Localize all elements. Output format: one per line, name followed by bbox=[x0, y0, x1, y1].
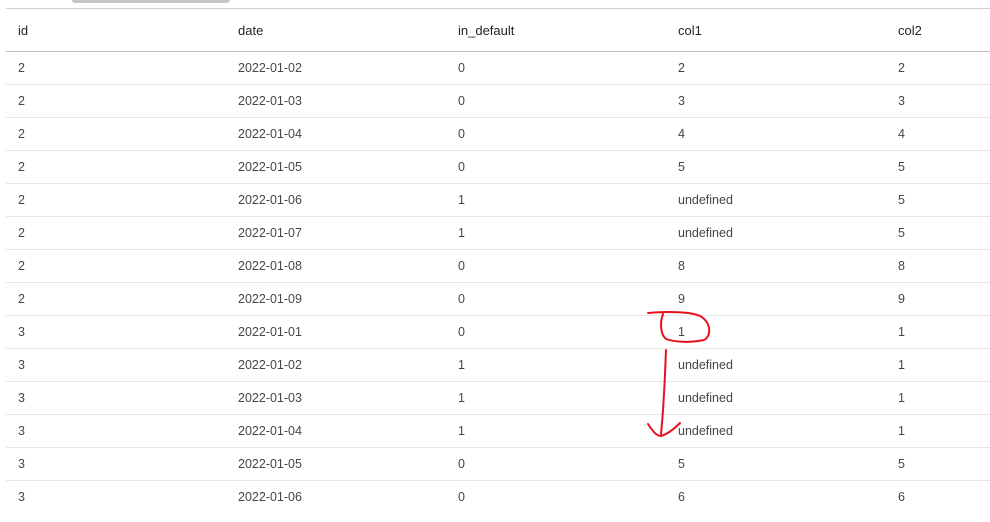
column-header-col2[interactable]: col2 bbox=[886, 9, 990, 52]
cell-col2: 1 bbox=[886, 414, 990, 448]
cell-col2: 1 bbox=[886, 381, 990, 415]
cell-col2: 1 bbox=[886, 348, 990, 382]
cell-id: 3 bbox=[6, 447, 226, 481]
table-top-border bbox=[6, 8, 990, 9]
table-row: 3 2022-01-06 0 6 6 bbox=[6, 481, 990, 514]
cell-col2: 2 bbox=[886, 51, 990, 85]
table-row: 3 2022-01-05 0 5 5 bbox=[6, 447, 990, 481]
table-row: 2 2022-01-08 0 8 8 bbox=[6, 249, 990, 283]
cell-id: 2 bbox=[6, 117, 226, 151]
column-header-id[interactable]: id bbox=[6, 9, 226, 52]
cell-id: 2 bbox=[6, 84, 226, 118]
cell-col2: 5 bbox=[886, 216, 990, 250]
cell-id: 3 bbox=[6, 414, 226, 448]
cell-date: 2022-01-02 bbox=[226, 348, 446, 382]
table-header-row: id date in_default col1 col2 bbox=[6, 9, 990, 52]
cell-id: 3 bbox=[6, 348, 226, 382]
table-row: 3 2022-01-01 0 1 1 bbox=[6, 315, 990, 349]
cell-col1: undefined bbox=[666, 183, 886, 217]
table-row: 2 2022-01-02 0 2 2 bbox=[6, 51, 990, 85]
cell-date: 2022-01-08 bbox=[226, 249, 446, 283]
cell-in-default: 1 bbox=[446, 381, 666, 415]
cell-in-default: 0 bbox=[446, 150, 666, 184]
cell-date: 2022-01-09 bbox=[226, 282, 446, 316]
cell-col1: undefined bbox=[666, 414, 886, 448]
cell-col1: 8 bbox=[666, 249, 886, 283]
cell-id: 3 bbox=[6, 381, 226, 415]
cell-col2: 5 bbox=[886, 150, 990, 184]
cell-date: 2022-01-05 bbox=[226, 447, 446, 481]
cell-col1: undefined bbox=[666, 216, 886, 250]
table-row: 2 2022-01-07 1 undefined 5 bbox=[6, 216, 990, 250]
table-row: 3 2022-01-04 1 undefined 1 bbox=[6, 414, 990, 448]
cell-id: 2 bbox=[6, 282, 226, 316]
cell-col1: 9 bbox=[666, 282, 886, 316]
cell-col2: 5 bbox=[886, 183, 990, 217]
cell-in-default: 0 bbox=[458, 490, 465, 504]
cell-in-default: 1 bbox=[446, 414, 666, 448]
cell-col1: 2 bbox=[666, 51, 886, 85]
table-row: 3 2022-01-02 1 undefined 1 bbox=[6, 348, 990, 382]
cell-col1: undefined bbox=[666, 348, 886, 382]
results-table: id date in_default col1 col2 2 2022-01-0… bbox=[6, 9, 990, 513]
cell-date: 2022-01-07 bbox=[226, 216, 446, 250]
cell-date: 2022-01-03 bbox=[226, 381, 446, 415]
cell-col1: 1 bbox=[666, 315, 886, 349]
column-header-col1[interactable]: col1 bbox=[666, 9, 886, 52]
cell-date: 2022-01-02 bbox=[226, 51, 446, 85]
cell-in-default: 1 bbox=[446, 183, 666, 217]
cell-col2: 6 bbox=[898, 490, 905, 504]
cell-col1: undefined bbox=[666, 381, 886, 415]
cell-id: 2 bbox=[6, 249, 226, 283]
cell-id: 2 bbox=[6, 183, 226, 217]
table-row: 2 2022-01-05 0 5 5 bbox=[6, 150, 990, 184]
cell-col2: 8 bbox=[886, 249, 990, 283]
cell-date: 2022-01-06 bbox=[238, 490, 302, 504]
cell-col1: 5 bbox=[666, 150, 886, 184]
cell-col1: 4 bbox=[666, 117, 886, 151]
table-row: 2 2022-01-09 0 9 9 bbox=[6, 282, 990, 316]
cell-date: 2022-01-04 bbox=[226, 414, 446, 448]
cell-in-default: 0 bbox=[446, 117, 666, 151]
cell-id: 2 bbox=[6, 51, 226, 85]
cell-id: 3 bbox=[18, 490, 25, 504]
cell-col2: 9 bbox=[886, 282, 990, 316]
cell-in-default: 0 bbox=[446, 315, 666, 349]
cell-col1: 5 bbox=[666, 447, 886, 481]
cell-in-default: 1 bbox=[446, 348, 666, 382]
cell-col2: 3 bbox=[886, 84, 990, 118]
cell-id: 3 bbox=[6, 315, 226, 349]
cell-col1: 6 bbox=[678, 490, 685, 504]
table-row: 2 2022-01-06 1 undefined 5 bbox=[6, 183, 990, 217]
cell-in-default: 1 bbox=[446, 216, 666, 250]
cell-in-default: 0 bbox=[446, 447, 666, 481]
cell-date: 2022-01-04 bbox=[226, 117, 446, 151]
table-row: 2 2022-01-03 0 3 3 bbox=[6, 84, 990, 118]
cell-id: 2 bbox=[6, 216, 226, 250]
cell-col2: 4 bbox=[886, 117, 990, 151]
cell-date: 2022-01-01 bbox=[226, 315, 446, 349]
cell-id: 2 bbox=[6, 150, 226, 184]
table-row: 3 2022-01-03 1 undefined 1 bbox=[6, 381, 990, 415]
cell-in-default: 0 bbox=[446, 84, 666, 118]
cell-col2: 5 bbox=[886, 447, 990, 481]
cell-in-default: 0 bbox=[446, 249, 666, 283]
cell-col1: 3 bbox=[666, 84, 886, 118]
cell-col2: 1 bbox=[886, 315, 990, 349]
cell-in-default: 0 bbox=[446, 282, 666, 316]
table-row: 2 2022-01-04 0 4 4 bbox=[6, 117, 990, 151]
horizontal-scrollbar-thumb[interactable] bbox=[72, 0, 230, 3]
cell-date: 2022-01-05 bbox=[226, 150, 446, 184]
column-header-date[interactable]: date bbox=[226, 9, 446, 52]
cell-date: 2022-01-06 bbox=[226, 183, 446, 217]
column-header-in-default[interactable]: in_default bbox=[446, 9, 666, 52]
cell-date: 2022-01-03 bbox=[226, 84, 446, 118]
cell-in-default: 0 bbox=[446, 51, 666, 85]
